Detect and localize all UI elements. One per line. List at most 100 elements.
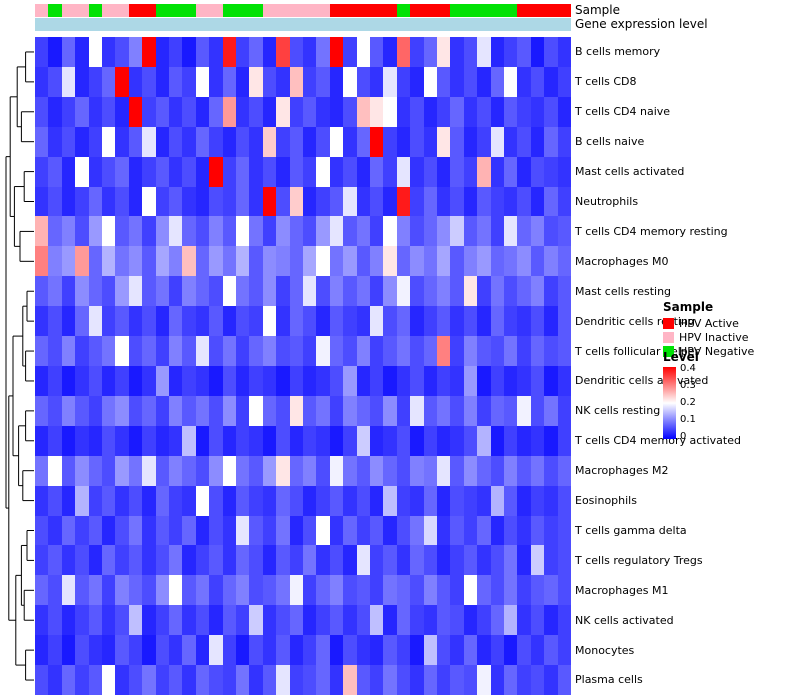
heatmap-cell — [75, 485, 89, 516]
heatmap-cell — [316, 37, 330, 67]
heatmap-cell — [423, 306, 437, 337]
heatmap-cell — [235, 306, 250, 337]
heatmap-cell — [289, 575, 303, 606]
heatmap-cell — [289, 395, 303, 426]
heatmap-cell — [302, 425, 317, 456]
heatmap-cell — [530, 605, 545, 636]
heatmap-cell — [477, 306, 491, 337]
heatmap-cell — [557, 365, 571, 396]
heatmap-cell — [48, 545, 62, 576]
heatmap-cell — [329, 395, 344, 426]
row-label: Macrophages M1 — [575, 583, 669, 597]
heatmap-cell — [490, 96, 504, 127]
heatmap-cell — [182, 605, 196, 636]
heatmap-grid — [35, 37, 571, 695]
heatmap-cell — [235, 66, 250, 97]
heatmap-cell — [343, 246, 357, 277]
heatmap-cell — [383, 425, 397, 456]
heatmap-cell — [115, 635, 129, 666]
heatmap-cell — [557, 186, 571, 217]
heatmap-cell — [396, 605, 411, 636]
heatmap-cell — [115, 665, 129, 695]
heatmap-cell — [530, 336, 545, 366]
heatmap-cell — [530, 455, 545, 486]
heatmap-cell — [195, 635, 210, 666]
heatmap-cell — [343, 186, 357, 217]
heatmap-cell — [48, 485, 62, 516]
heatmap-cell — [289, 485, 303, 516]
heatmap-cell — [101, 575, 116, 606]
heatmap-cell — [168, 425, 183, 456]
heatmap-cell — [195, 515, 210, 546]
heatmap-cell — [249, 515, 263, 546]
heatmap-cell — [276, 306, 290, 337]
heatmap-cell — [61, 216, 76, 247]
heatmap-cell — [249, 485, 263, 516]
heatmap-cell — [195, 186, 210, 217]
heatmap-cell — [316, 306, 330, 337]
heatmap-cell — [61, 365, 76, 396]
heatmap-cell — [316, 395, 330, 426]
heatmap-cell — [544, 635, 558, 666]
heatmap-cell — [544, 515, 558, 546]
heatmap-cell — [410, 425, 424, 456]
heatmap-cell — [477, 96, 491, 127]
heatmap-cell — [48, 575, 62, 606]
heatmap-cell — [209, 186, 223, 217]
heatmap-cell — [544, 37, 558, 67]
heatmap-cell — [222, 515, 236, 546]
heatmap-cell — [557, 665, 571, 695]
heatmap-cell — [343, 37, 357, 67]
heatmap-cell — [410, 545, 424, 576]
heatmap-cell — [115, 485, 129, 516]
heatmap-cell — [396, 545, 411, 576]
heatmap-cell — [463, 545, 478, 576]
heatmap-cell — [343, 306, 357, 337]
heatmap-cell — [503, 635, 518, 666]
heatmap-cell — [155, 605, 169, 636]
heatmap-cell — [503, 126, 518, 157]
heatmap-cell — [222, 485, 236, 516]
heatmap-cell — [209, 216, 223, 247]
heatmap-cell — [503, 37, 518, 67]
heatmap-cell — [289, 66, 303, 97]
heatmap-cell — [544, 186, 558, 217]
legend-item-label: HPV Negative — [679, 345, 755, 358]
heatmap-cell — [463, 336, 478, 366]
heatmap-cell — [490, 455, 504, 486]
heatmap-cell — [182, 515, 196, 546]
heatmap-cell — [101, 455, 116, 486]
heatmap-cell — [276, 455, 290, 486]
heatmap-cell — [249, 545, 263, 576]
heatmap-cell — [423, 635, 437, 666]
heatmap-cell — [222, 365, 236, 396]
heatmap-cell — [356, 605, 370, 636]
heatmap-cell — [75, 395, 89, 426]
heatmap-cell — [182, 246, 196, 277]
heatmap-cell — [530, 395, 545, 426]
heatmap-cell — [128, 37, 143, 67]
sample-annotation-cell — [316, 4, 330, 17]
heatmap-cell — [182, 306, 196, 337]
heatmap-cell — [423, 37, 437, 67]
heatmap-cell — [101, 216, 116, 247]
heatmap-cell — [477, 276, 491, 307]
heatmap-cell — [410, 485, 424, 516]
heatmap-cell — [436, 515, 451, 546]
heatmap-cell — [517, 605, 531, 636]
heatmap-cell — [423, 276, 437, 307]
heatmap-cell — [343, 455, 357, 486]
heatmap-cell — [115, 395, 129, 426]
heatmap-cell — [423, 425, 437, 456]
heatmap-cell — [182, 96, 196, 127]
heatmap-cell — [142, 515, 156, 546]
heatmap-cell — [101, 425, 116, 456]
heatmap-cell — [544, 545, 558, 576]
heatmap-cell — [182, 665, 196, 695]
heatmap-cell — [168, 485, 183, 516]
heatmap-cell — [48, 336, 62, 366]
heatmap-cell — [262, 485, 277, 516]
heatmap-cell — [128, 336, 143, 366]
row-label: Eosinophils — [575, 494, 637, 508]
heatmap-cell — [450, 246, 464, 277]
